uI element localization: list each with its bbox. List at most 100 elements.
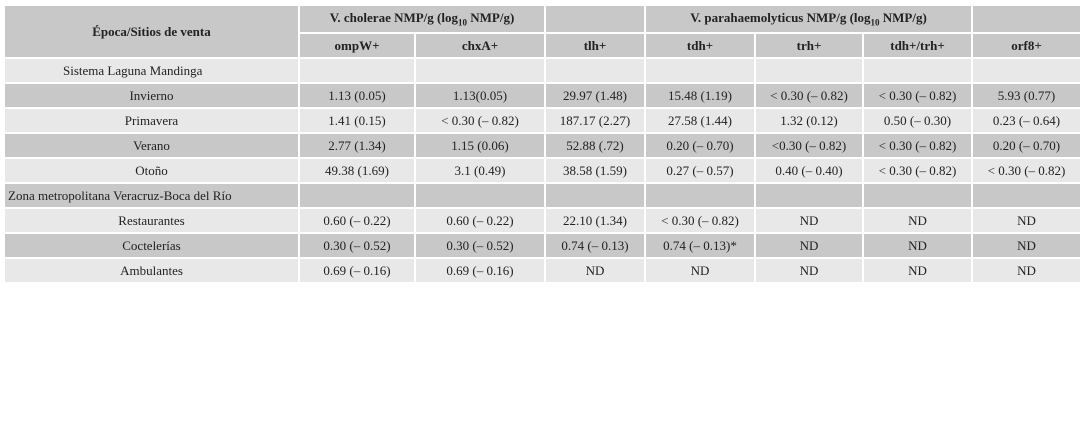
cell: ND [973, 234, 1081, 257]
header-text: V. parahaemolyticus NMP/g (log [690, 10, 871, 26]
data-row: Coctelerías 0.30 (– 0.52) 0.30 (– 0.52) 0.7… [5, 234, 1081, 257]
cell: 0.23 (– 0.64) [973, 109, 1081, 132]
cell: 3.1 (0.49) [416, 159, 544, 182]
cell: 0.69 (– 0.16) [416, 259, 544, 282]
cell: 1.15 (0.06) [416, 134, 544, 157]
header-row: Época/Sitios de venta V. cholerae NMP/g … [5, 6, 1081, 57]
table-header: Época/Sitios de venta V. cholerae NMP/g … [5, 6, 1081, 57]
cell: 0.50 (– 0.30) [864, 109, 972, 132]
cell: < 0.30 (– 0.82) [416, 109, 544, 132]
cell: 38.58 (1.59) [546, 159, 644, 182]
corner-header: Época/Sitios de venta [5, 6, 298, 57]
cell: 49.38 (1.69) [300, 159, 414, 182]
cell: ND [864, 259, 972, 282]
empty-header [973, 6, 1081, 32]
row-label: Restaurantes [5, 209, 298, 232]
cell: 1.13(0.05) [416, 84, 544, 107]
section-row: Zona metropolitana Veracruz-Boca del Río [5, 184, 1081, 207]
cell: 0.20 (– 0.70) [973, 134, 1081, 157]
cell: < 0.30 (– 0.82) [646, 209, 754, 232]
empty-cell [416, 184, 544, 207]
data-row: Verano 2.77 (1.34) 1.15 (0.06) 52.88 (.72) 0… [5, 134, 1081, 157]
cell: ND [864, 234, 972, 257]
row-label: Ambulantes [5, 259, 298, 282]
cell: < 0.30 (– 0.82) [864, 159, 972, 182]
cell: 0.30 (– 0.52) [416, 234, 544, 257]
header-text: NMP/g) [879, 10, 927, 26]
cell: < 0.30 (– 0.82) [864, 84, 972, 107]
section-row: Sistema Laguna Mandinga [5, 59, 1081, 82]
group-header: V. cholerae NMP/g (log10 NMP/g) [300, 6, 544, 32]
cell: 0.60 (– 0.22) [416, 209, 544, 232]
column-header: tdh+/trh+ [864, 34, 972, 57]
header-sub: 10 [870, 17, 880, 28]
data-row: Invierno 1.13 (0.05) 1.13(0.05) 29.97 (1.48… [5, 84, 1081, 107]
cell: 0.69 (– 0.16) [300, 259, 414, 282]
empty-cell [756, 59, 862, 82]
cell: 27.58 (1.44) [646, 109, 754, 132]
table-body: Sistema Laguna Mandinga Invierno 1.13 (0.0… [5, 59, 1081, 282]
row-label: Otoño [5, 159, 298, 182]
cell: 0.74 (– 0.13)* [646, 234, 754, 257]
section-label: Zona metropolitana Veracruz-Boca del Río [5, 184, 298, 207]
data-row: Primavera 1.41 (0.15) < 0.30 (– 0.82) 187.1… [5, 109, 1081, 132]
cell: 1.41 (0.15) [300, 109, 414, 132]
column-header: tdh+ [646, 34, 754, 57]
empty-cell [546, 59, 644, 82]
cell: 187.17 (2.27) [546, 109, 644, 132]
row-label: Invierno [5, 84, 298, 107]
header-sub: 10 [458, 17, 467, 28]
cell: 0.30 (– 0.52) [300, 234, 414, 257]
row-label: Primavera [5, 109, 298, 132]
section-label: Sistema Laguna Mandinga [5, 59, 298, 82]
header-row: ompW+ chxA+ tlh+ tdh+ trh+ tdh+/trh+ orf8+ [5, 34, 1081, 57]
empty-cell [416, 59, 544, 82]
cell: 1.13 (0.05) [300, 84, 414, 107]
empty-cell [973, 59, 1081, 82]
cell: 15.48 (1.19) [646, 84, 754, 107]
cell: 0.74 (– 0.13) [546, 234, 644, 257]
cell: ND [646, 259, 754, 282]
cell: 2.77 (1.34) [300, 134, 414, 157]
cell: 5.93 (0.77) [973, 84, 1081, 107]
column-header: trh+ [756, 34, 862, 57]
cell: < 0.30 (– 0.82) [973, 159, 1081, 182]
empty-cell [646, 184, 754, 207]
empty-cell [864, 59, 972, 82]
cell: <0.30 (– 0.82) [756, 134, 862, 157]
empty-cell [300, 184, 414, 207]
empty-cell [973, 184, 1081, 207]
column-header: ompW+ [300, 34, 414, 57]
column-header: orf8+ [973, 34, 1081, 57]
data-row: Otoño 49.38 (1.69) 3.1 (0.49) 38.58 (1.59) 0… [5, 159, 1081, 182]
cell: ND [973, 259, 1081, 282]
cell: ND [546, 259, 644, 282]
cell: ND [973, 209, 1081, 232]
cell: ND [756, 259, 862, 282]
cell: ND [756, 234, 862, 257]
cell: 0.20 (– 0.70) [646, 134, 754, 157]
row-label: Verano [5, 134, 298, 157]
cell: 22.10 (1.34) [546, 209, 644, 232]
column-header: tlh+ [546, 34, 644, 57]
row-label: Coctelerías [5, 234, 298, 257]
cell: 0.60 (– 0.22) [300, 209, 414, 232]
cell: ND [864, 209, 972, 232]
cell: < 0.30 (– 0.82) [864, 134, 972, 157]
data-row: Ambulantes 0.69 (– 0.16) 0.69 (– 0.16) ND ND… [5, 259, 1081, 282]
cell: 0.27 (– 0.57) [646, 159, 754, 182]
header-text: NMP/g) [467, 10, 515, 26]
empty-cell [300, 59, 414, 82]
cell: ND [756, 209, 862, 232]
empty-cell [864, 184, 972, 207]
empty-header [546, 6, 644, 32]
cell: < 0.30 (– 0.82) [756, 84, 862, 107]
cell: 1.32 (0.12) [756, 109, 862, 132]
cell: 52.88 (.72) [546, 134, 644, 157]
header-text: V. cholerae NMP/g (log [329, 10, 458, 26]
cell: 0.40 (– 0.40) [756, 159, 862, 182]
empty-cell [646, 59, 754, 82]
empty-cell [546, 184, 644, 207]
group-header: V. parahaemolyticus NMP/g (log10 NMP/g) [646, 6, 972, 32]
